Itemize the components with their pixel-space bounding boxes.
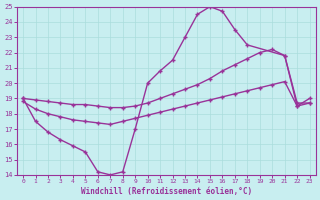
X-axis label: Windchill (Refroidissement éolien,°C): Windchill (Refroidissement éolien,°C) <box>81 187 252 196</box>
